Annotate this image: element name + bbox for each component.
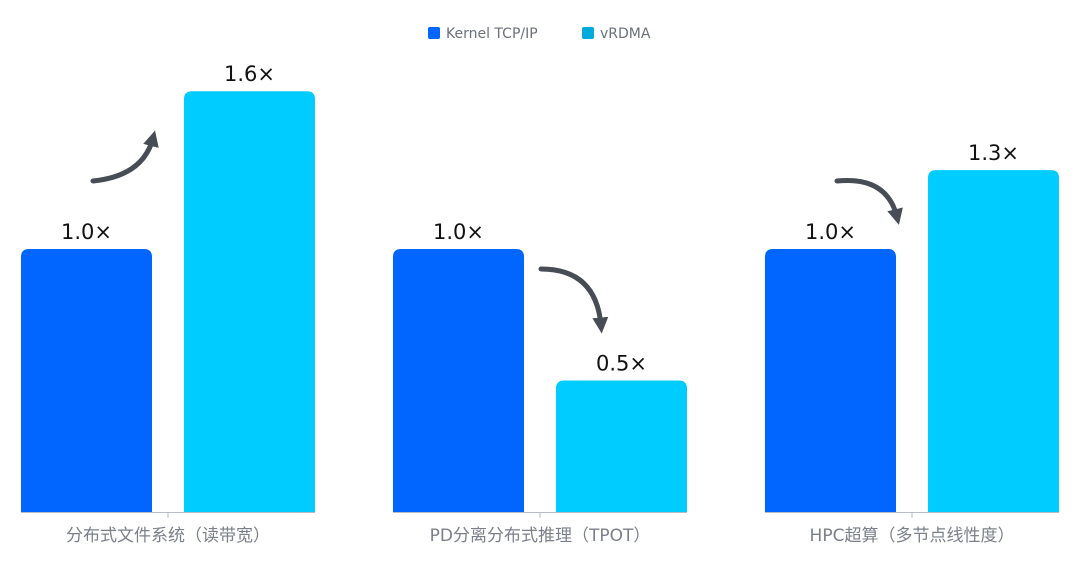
bar-vrdma: [928, 170, 1059, 512]
bar-vrdma: [184, 91, 315, 512]
data-label: 1.0×: [61, 220, 112, 244]
bar-kernel: [21, 249, 152, 512]
data-label: 1.6×: [224, 62, 275, 86]
legend-swatch-vrdma: [582, 27, 594, 39]
x-tick-label: 分布式文件系统（读带宽）: [66, 526, 270, 546]
bar-kernel: [393, 249, 524, 512]
legend-swatch-kernel: [428, 27, 440, 39]
legend: Kernel TCP/IP vRDMA: [428, 26, 651, 42]
legend-label-vrdma: vRDMA: [600, 26, 651, 42]
arrow-down-icon: [538, 266, 609, 334]
bar-kernel: [765, 249, 896, 512]
bar-vrdma: [556, 380, 687, 512]
data-label: 1.0×: [805, 220, 856, 244]
arrow-up-icon: [90, 130, 159, 184]
x-tick-label: PD分离分布式推理（TPOT）: [430, 526, 651, 546]
data-label: 1.3×: [968, 141, 1019, 165]
data-label: 0.5×: [596, 352, 647, 376]
x-tick-label: HPC超算（多节点线性度）: [810, 526, 1015, 546]
data-label: 1.0×: [433, 220, 484, 244]
legend-label-kernel: Kernel TCP/IP: [446, 26, 538, 42]
arrow-up-icon: [834, 177, 903, 225]
